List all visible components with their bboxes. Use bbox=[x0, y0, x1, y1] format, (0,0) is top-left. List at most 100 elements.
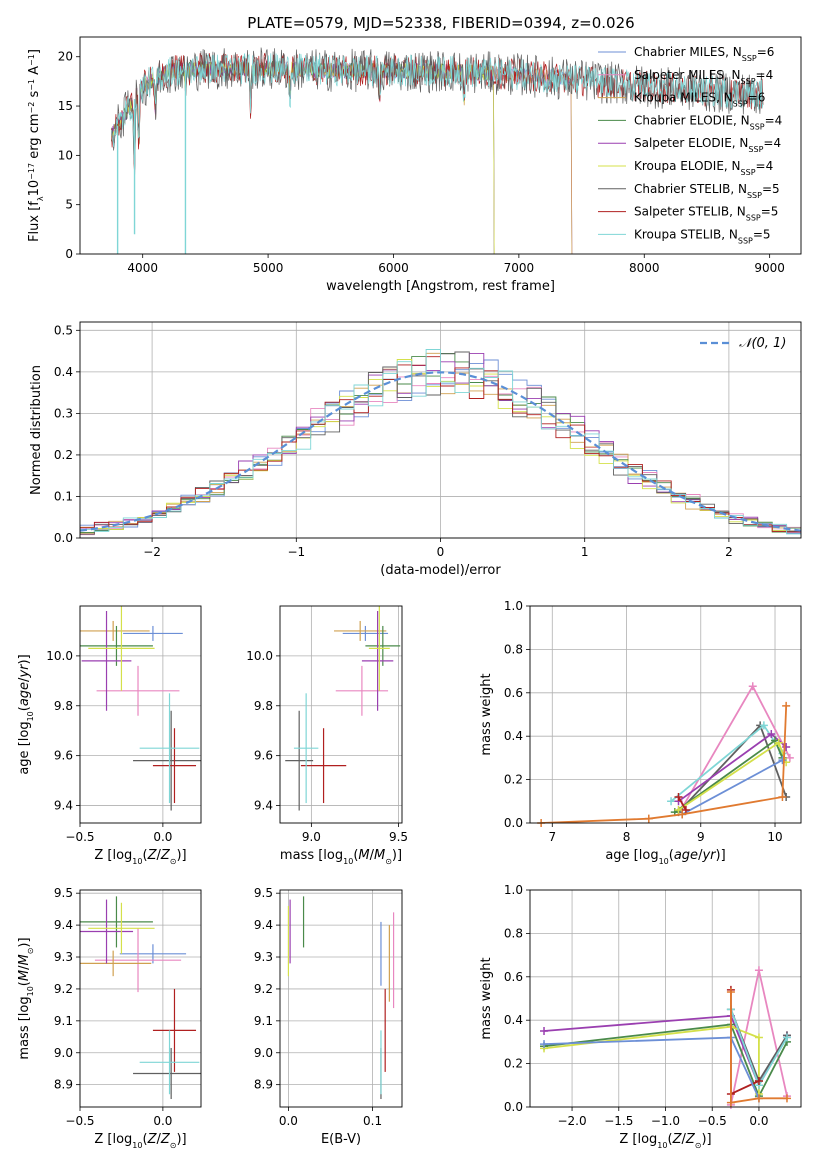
y-tick-label: 0.0 bbox=[504, 816, 523, 830]
weight-marker bbox=[774, 738, 783, 747]
y-tick-label: 8.9 bbox=[54, 1078, 73, 1092]
x-tick-label: −0.5 bbox=[65, 830, 94, 844]
x-tick-label: 4000 bbox=[127, 261, 158, 275]
legend-label-part: =6 bbox=[757, 45, 775, 59]
x-axis-label-part: ( bbox=[667, 1132, 672, 1147]
y-axis-label-part: −17 bbox=[27, 163, 36, 180]
weight-line bbox=[543, 1036, 760, 1099]
y-axis-label-part: −1 bbox=[27, 54, 36, 66]
legend-label: Salpeter MILES, NSSP=4 bbox=[634, 68, 773, 86]
x-tick-label: −1.0 bbox=[651, 1114, 680, 1128]
legend-label-part: SSP bbox=[741, 76, 756, 85]
axes-frame bbox=[79, 605, 202, 824]
weight-marker bbox=[767, 730, 776, 739]
y-tick-label: 0.1 bbox=[54, 489, 73, 503]
legend-label-part: Chabrier MILES, N bbox=[634, 45, 742, 59]
legend-label-part: SSP bbox=[733, 99, 748, 108]
y-tick-label: 0.2 bbox=[54, 448, 73, 462]
x-tick-label: 9.5 bbox=[389, 830, 408, 844]
x-tick-label: 9 bbox=[697, 830, 705, 844]
y-axis-label-part: )] bbox=[17, 937, 32, 947]
y-tick-label: 9.6 bbox=[254, 749, 273, 763]
x-tick-label: 0.0 bbox=[749, 1114, 768, 1128]
y-axis-label-part: M bbox=[17, 970, 32, 981]
x-axis-label-part: M bbox=[374, 848, 385, 863]
legend-label-part: Chabrier STELIB, N bbox=[634, 182, 747, 196]
x-tick-label: 5000 bbox=[253, 261, 284, 275]
y-tick-label: 0.8 bbox=[504, 926, 523, 940]
x-axis-label-part: ( bbox=[669, 848, 674, 863]
x-axis-label-part: ⊙ bbox=[170, 857, 177, 866]
y-tick-label: 0 bbox=[65, 247, 73, 261]
legend-label-part: =4 bbox=[756, 68, 774, 82]
x-axis-label-part: yr bbox=[701, 848, 717, 863]
y-axis-label: Flux [fλ10−17 erg cm−2 s−1 A−1] bbox=[27, 49, 45, 242]
y-tick-label: 1.0 bbox=[504, 599, 523, 613]
weight-marker bbox=[785, 753, 794, 762]
x-tick-label: 10 bbox=[767, 830, 782, 844]
y-tick-label: 0.4 bbox=[504, 1013, 523, 1027]
x-axis-label-part: ( bbox=[142, 848, 147, 863]
legend-label-part: Salpeter STELIB, N bbox=[634, 205, 746, 219]
x-tick-label: 2 bbox=[725, 545, 733, 559]
y-axis-label-part: / bbox=[17, 677, 32, 682]
weight-marker bbox=[754, 1076, 763, 1085]
y-axis-label-part: age [log bbox=[17, 721, 32, 774]
axes-frame bbox=[279, 889, 403, 1108]
x-tick-label: −2 bbox=[143, 545, 161, 559]
x-axis-label-part: ( bbox=[353, 848, 358, 863]
x-axis-label-part: ⊙ bbox=[385, 857, 392, 866]
x-axis-label-part: 10 bbox=[132, 857, 142, 866]
x-tick-label: 0.0 bbox=[153, 830, 172, 844]
y-axis-label-part: 10 bbox=[26, 711, 35, 721]
x-tick-label: −0.5 bbox=[698, 1114, 727, 1128]
spectrum-panel: 4000 5000 6000 7000 8000 9000 0 5 10 15 20 waveleng… bbox=[27, 36, 802, 294]
weight-marker bbox=[726, 987, 735, 996]
weight-marker bbox=[540, 1027, 549, 1036]
weight-line bbox=[543, 1025, 760, 1094]
x-axis-label: wavelength [Angstrom, rest frame] bbox=[326, 279, 555, 294]
x-axis-label-part: / bbox=[370, 848, 375, 863]
y-tick-label: 9.1 bbox=[254, 1014, 273, 1028]
y-axis-label-part: ( bbox=[17, 706, 32, 711]
y-axis-label-part: ] bbox=[27, 49, 42, 54]
x-axis-label-part: / bbox=[698, 848, 703, 863]
axes-frame bbox=[529, 605, 802, 824]
y-axis-label: age [log10(age/yr)] bbox=[17, 654, 35, 774]
axes-frame bbox=[279, 605, 403, 824]
ebv_mass-panel: 0.0 0.1 8.9 9.0 9.1 9.2 9.3 9.4 9.5 E(B-V) bbox=[254, 886, 403, 1147]
weight-marker bbox=[782, 701, 791, 710]
x-axis-label-part: / bbox=[156, 1132, 161, 1147]
x-axis-label-part: age [log bbox=[605, 848, 658, 863]
x-axis-label-part: Z bbox=[160, 1132, 171, 1147]
x-axis-label: age [log10(age/yr)] bbox=[605, 848, 725, 866]
legend-label: Chabrier MILES, NSSP=6 bbox=[634, 45, 774, 63]
x-axis-label-part: ⊙ bbox=[695, 1141, 702, 1150]
weight-line bbox=[730, 992, 787, 1104]
legend-label-part: SSP bbox=[750, 122, 765, 131]
x-axis-label-part: 10 bbox=[659, 857, 669, 866]
weight-marker bbox=[667, 797, 676, 806]
y-axis-label-part: 10 bbox=[26, 986, 35, 996]
axes-frame bbox=[79, 36, 802, 255]
y-tick-label: 5 bbox=[65, 198, 73, 212]
weight-marker bbox=[726, 1098, 735, 1107]
x-tick-label: −1.5 bbox=[604, 1114, 633, 1128]
y-axis-label-part: s bbox=[27, 91, 42, 102]
weight-marker bbox=[754, 1033, 763, 1042]
legend-label-part: Kroupa ELODIE, N bbox=[634, 159, 741, 173]
legend-label: Kroupa ELODIE, NSSP=4 bbox=[634, 159, 773, 177]
weight-marker bbox=[681, 805, 690, 814]
y-axis-label: mass [log10(M/M⊙)] bbox=[17, 937, 35, 1059]
y-axis-label-part: Flux [f bbox=[27, 201, 42, 242]
y-tick-label: 9.8 bbox=[54, 699, 73, 713]
y-tick-label: 15 bbox=[58, 99, 73, 113]
weight-marker bbox=[782, 1033, 791, 1042]
weight-marker bbox=[759, 721, 768, 730]
y-tick-label: 10.0 bbox=[46, 649, 73, 663]
weight-marker bbox=[782, 1094, 791, 1103]
x-axis-label: (data-model)/error bbox=[380, 563, 501, 578]
